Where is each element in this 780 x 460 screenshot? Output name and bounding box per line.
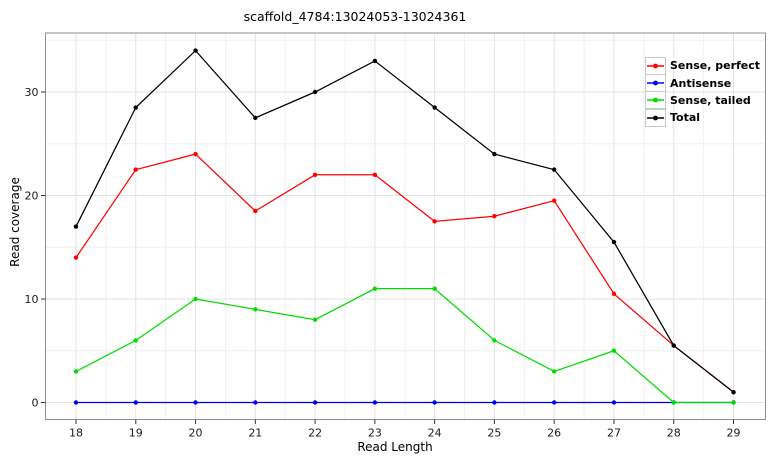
data-point (432, 219, 437, 224)
legend-item-label: Sense, perfect (670, 59, 761, 73)
data-point (611, 348, 617, 353)
x-tick-label: 28 (667, 427, 681, 440)
data-point (551, 167, 557, 172)
data-point (492, 214, 497, 219)
panel-border (45, 32, 766, 420)
axis-ticks (41, 91, 734, 424)
chart-title: scaffold_4784:13024053-13024361 (243, 9, 467, 24)
data-point (551, 369, 557, 374)
series-total (73, 48, 736, 395)
data-point (73, 400, 79, 405)
data-point (73, 224, 79, 229)
legend-item-label: Antisense (670, 76, 732, 90)
data-point (731, 400, 736, 405)
legend-item: Sense, tailed (645, 91, 760, 110)
series-sense-tailed (73, 286, 736, 405)
data-point (611, 400, 617, 405)
data-point (133, 400, 138, 405)
legend-item-label: Total (670, 111, 701, 125)
data-point (133, 338, 138, 343)
data-point (731, 389, 736, 395)
legend-item: Total (645, 108, 760, 127)
data-point (253, 115, 258, 121)
data-point (372, 400, 378, 405)
x-tick-label: 29 (727, 427, 741, 440)
x-tick-label: 23 (368, 427, 382, 440)
data-point (253, 307, 258, 312)
data-point (492, 151, 497, 157)
x-tick-label: 22 (308, 427, 322, 440)
data-point (193, 296, 198, 302)
y-tick-label: 30 (25, 86, 39, 99)
data-point (253, 400, 258, 405)
data-point (133, 167, 138, 172)
legend-item-label: Sense, tailed (670, 93, 751, 107)
legend: Sense, perfect Antisense Sense, tailed Tota… (645, 56, 761, 127)
data-point (73, 255, 79, 260)
data-point (193, 151, 198, 157)
data-point (432, 400, 437, 405)
y-tick-label: 20 (25, 189, 39, 202)
data-point (253, 208, 258, 214)
data-point (671, 400, 676, 405)
y-tick-label: 10 (25, 293, 39, 306)
data-point (551, 198, 557, 203)
minor-gridlines (45, 33, 766, 420)
y-tick-label: 0 (32, 396, 39, 409)
data-point (133, 105, 138, 110)
data-point (73, 369, 79, 374)
data-point (312, 400, 318, 405)
legend-key-line-icon (645, 74, 666, 93)
x-tick-label: 27 (607, 427, 621, 440)
x-tick-label: 18 (69, 427, 83, 440)
x-tick-label: 21 (248, 427, 262, 440)
data-point (432, 286, 437, 291)
data-point (312, 89, 318, 95)
x-tick-label: 25 (487, 427, 501, 440)
data-point (193, 400, 198, 405)
data-point (372, 58, 378, 64)
data-point (671, 343, 676, 348)
x-tick-label: 20 (189, 427, 203, 440)
data-point (551, 400, 557, 405)
data-point (372, 286, 378, 291)
legend-key-line-icon (645, 108, 666, 127)
data-point (611, 291, 617, 297)
data-point (492, 400, 497, 405)
legend-key-line-icon (645, 56, 666, 75)
tick-labels: 18 19 20 21 22 23 24 25 26 27 28 29 0 10 20 30 (25, 86, 741, 440)
data-point (193, 48, 198, 53)
x-tick-label: 26 (547, 427, 561, 440)
legend-item: Antisense (645, 74, 760, 93)
legend-item: Sense, perfect (645, 56, 761, 75)
data-point (611, 239, 617, 245)
series-sense-perfect (73, 151, 736, 395)
legend-key-line-icon (645, 91, 666, 110)
data-point (312, 317, 318, 322)
data-point (372, 172, 378, 177)
data-point (492, 338, 497, 343)
data-point (312, 172, 318, 177)
data-point (432, 105, 437, 110)
x-tick-label: 19 (129, 427, 143, 440)
x-tick-label: 24 (428, 427, 442, 440)
x-axis-title: Read Length (357, 440, 433, 454)
